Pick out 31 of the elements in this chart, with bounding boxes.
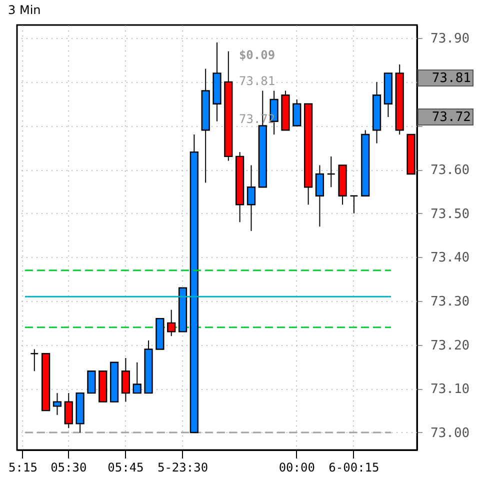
candlestick xyxy=(64,392,73,429)
x-tick-label: 05:45 xyxy=(108,460,144,474)
text: 73.81 xyxy=(432,71,471,86)
y-tick-label: 73.90 xyxy=(430,32,470,47)
candlestick xyxy=(132,362,142,394)
candlestick xyxy=(350,195,358,214)
x-tick-label: 5:15 xyxy=(8,460,38,474)
x-tick-label: 05:30 xyxy=(50,460,87,474)
y-tick-label: 73.50 xyxy=(430,206,470,222)
candlestick xyxy=(87,370,96,394)
annotation: 73.81 xyxy=(239,74,276,88)
y-tick-label: 73.40 xyxy=(430,250,470,266)
x-tick-label: 6-00:15 xyxy=(328,460,380,474)
candlestick xyxy=(315,164,324,228)
text: 73.72 xyxy=(432,110,471,125)
candlestick xyxy=(167,309,176,337)
candlestick xyxy=(52,392,62,416)
y-tick-label: 73.30 xyxy=(430,294,470,310)
x-tick-label: 5-23:30 xyxy=(157,460,208,474)
candlestick xyxy=(326,156,336,188)
y-tick-label: 73.10 xyxy=(430,382,470,398)
candlestick xyxy=(246,164,256,232)
chart-title: 3 Min xyxy=(8,3,41,17)
candlestick xyxy=(30,348,39,372)
y-tick-label: 73.20 xyxy=(430,338,470,354)
y-tick-label: 73.60 xyxy=(430,163,470,178)
annotation: $0.09 xyxy=(238,48,276,62)
candlestick xyxy=(121,357,130,402)
x-tick-label: 00:00 xyxy=(278,460,315,474)
candlestick xyxy=(292,98,302,126)
y-tick-label: 73.00 xyxy=(430,426,470,441)
